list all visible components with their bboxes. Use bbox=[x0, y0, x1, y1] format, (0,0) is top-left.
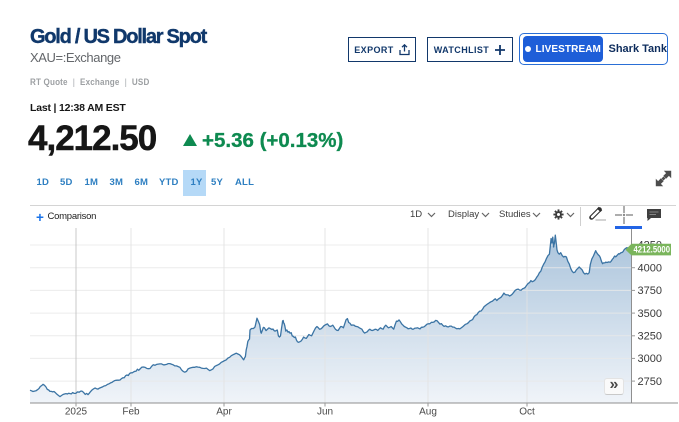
svg-text:Apr: Apr bbox=[216, 407, 232, 418]
svg-text:3750: 3750 bbox=[638, 285, 662, 297]
svg-text:Feb: Feb bbox=[122, 407, 140, 418]
svg-text:3000: 3000 bbox=[638, 353, 662, 365]
svg-text:2750: 2750 bbox=[638, 376, 662, 388]
svg-text:4000: 4000 bbox=[638, 262, 662, 274]
svg-text:Aug: Aug bbox=[419, 407, 437, 418]
svg-text:4212.5000: 4212.5000 bbox=[634, 245, 671, 255]
svg-text:Oct: Oct bbox=[519, 407, 535, 418]
svg-text:3250: 3250 bbox=[638, 331, 662, 343]
svg-text:3500: 3500 bbox=[638, 308, 662, 320]
svg-text:Jun: Jun bbox=[317, 407, 333, 418]
svg-text:2025: 2025 bbox=[65, 407, 88, 418]
